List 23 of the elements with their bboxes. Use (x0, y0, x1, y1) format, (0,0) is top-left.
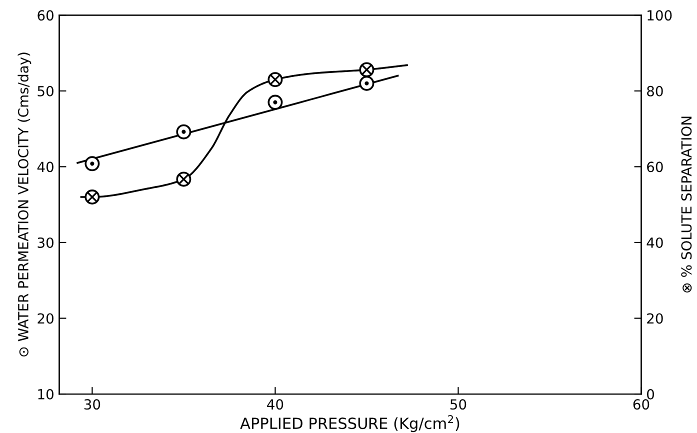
y-tick-label: 20 (38, 313, 54, 324)
y2-tick-label: 80 (647, 86, 663, 96)
x-tick-label: 40 (267, 399, 284, 410)
y2-tick-label: 40 (646, 237, 663, 248)
point (359, 76, 374, 91)
y-tick-label: 60 (38, 10, 54, 21)
point (176, 124, 192, 140)
x-tick-label: 60 (633, 399, 650, 410)
y2-tick-label: 100 (648, 10, 672, 21)
y-tick-label: 10 (38, 389, 54, 400)
y-tick-label: 50 (38, 86, 54, 96)
y2-tick-label: 20 (647, 313, 663, 324)
x-tick-label: 30 (84, 399, 100, 410)
y-axis-title: ⊙ WATER PERMEATION VELOCITY (Cms/day) (18, 52, 32, 356)
x-tick-label: 50 (450, 399, 466, 410)
point (268, 94, 283, 110)
point (84, 156, 100, 172)
x-axis-title: APPLIED PRESSURE (Kg/cm$^{2}$) (240, 415, 460, 432)
y-tick-label: 30 (38, 237, 54, 248)
y2-tick-label: 60 (647, 162, 663, 172)
y-tick-label: 40 (37, 162, 54, 172)
y2-axis-title: ⊗ % SOLUTE SEPARATION (681, 116, 692, 292)
y2-tick-label: 0 (647, 389, 654, 400)
